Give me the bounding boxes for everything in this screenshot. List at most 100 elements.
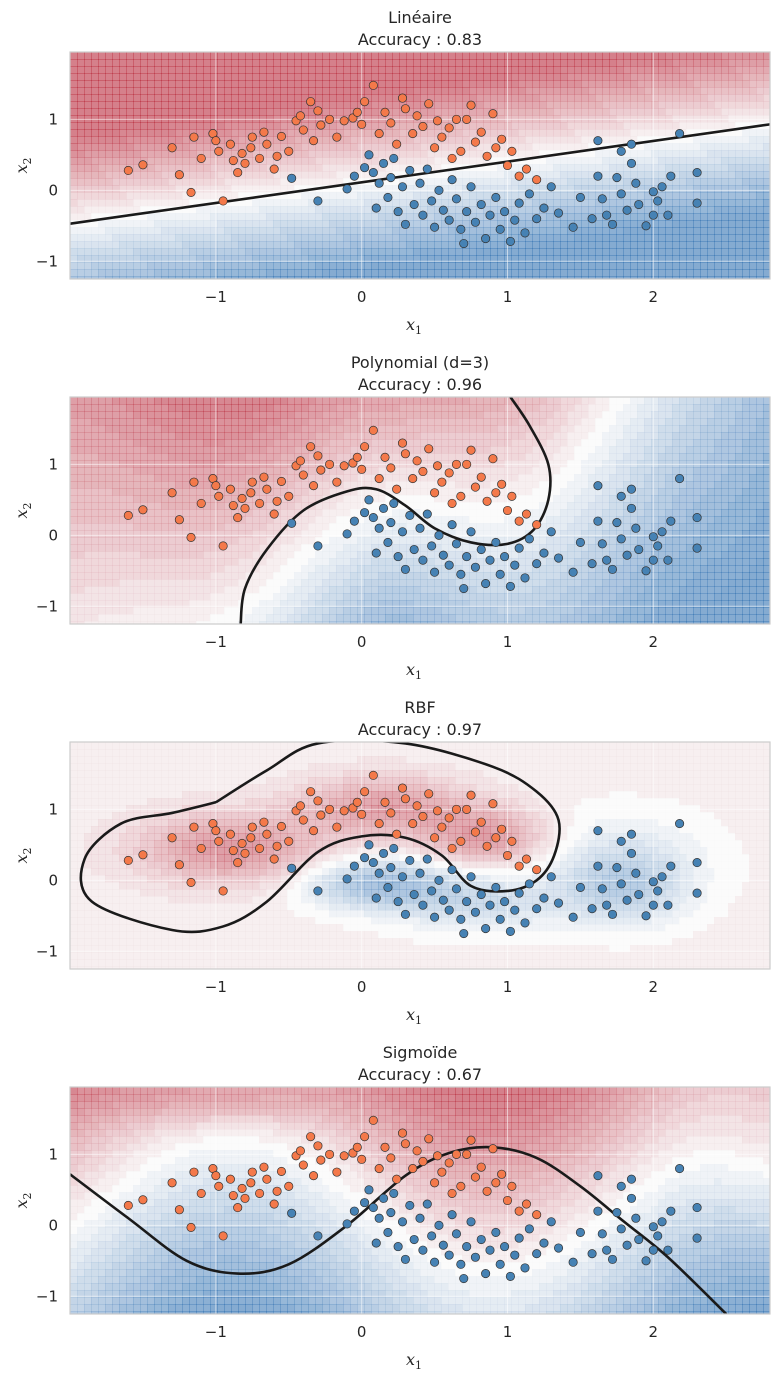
point-class-1 xyxy=(631,1213,641,1223)
x-tick-label: 2 xyxy=(649,978,659,996)
point-class-1 xyxy=(456,914,466,924)
point-class-1 xyxy=(466,1217,476,1227)
point-class-1 xyxy=(602,1245,612,1255)
point-class-1 xyxy=(349,1206,359,1216)
point-class-0 xyxy=(246,1178,256,1188)
point-class-1 xyxy=(470,217,480,227)
y-axis-label-sub: 2 xyxy=(21,847,34,854)
point-class-0 xyxy=(306,1132,316,1142)
point-class-0 xyxy=(339,806,349,816)
point-class-1 xyxy=(462,1242,472,1252)
point-class-0 xyxy=(214,146,224,156)
point-class-1 xyxy=(444,905,454,915)
point-class-1 xyxy=(587,904,597,914)
point-class-0 xyxy=(237,148,247,158)
y-tick-label: −1 xyxy=(36,1287,58,1305)
x-tick-label: 1 xyxy=(503,978,513,996)
point-class-1 xyxy=(430,912,440,922)
y-tick-label: −1 xyxy=(36,942,58,960)
point-class-0 xyxy=(246,143,256,153)
point-class-0 xyxy=(502,850,513,861)
point-class-1 xyxy=(602,555,612,565)
point-class-1 xyxy=(313,541,323,551)
point-class-1 xyxy=(371,203,381,213)
point-class-0 xyxy=(418,1156,428,1167)
point-class-0 xyxy=(451,114,462,124)
point-class-1 xyxy=(430,222,440,232)
point-class-0 xyxy=(521,509,532,519)
point-class-1 xyxy=(616,534,626,544)
point-class-1 xyxy=(546,182,556,192)
point-class-1 xyxy=(386,518,396,528)
decision-field xyxy=(70,1087,770,1314)
point-class-0 xyxy=(313,796,323,806)
point-class-0 xyxy=(196,153,206,163)
x-axis-label-main: x xyxy=(406,1350,415,1369)
point-class-1 xyxy=(495,224,505,234)
point-class-1 xyxy=(593,861,603,871)
point-class-1 xyxy=(418,1245,428,1255)
point-class-1 xyxy=(648,210,658,220)
point-class-0 xyxy=(332,822,342,832)
point-class-1 xyxy=(575,1227,585,1237)
point-class-0 xyxy=(476,1162,486,1172)
point-class-1 xyxy=(389,843,399,853)
point-class-1 xyxy=(313,886,323,896)
point-class-0 xyxy=(462,1149,472,1159)
point-class-0 xyxy=(451,1149,462,1159)
point-class-1 xyxy=(587,1249,597,1259)
point-class-1 xyxy=(393,1242,403,1252)
x-tick-label: 2 xyxy=(649,633,659,651)
point-class-0 xyxy=(167,143,177,153)
point-class-0 xyxy=(386,808,396,818)
x-axis-label-main: x xyxy=(406,315,415,334)
point-class-0 xyxy=(225,484,235,494)
point-class-1 xyxy=(459,238,469,249)
point-class-0 xyxy=(247,1167,257,1177)
point-class-0 xyxy=(444,813,454,823)
point-class-1 xyxy=(360,508,370,518)
point-class-0 xyxy=(237,1183,247,1193)
y-tick-label: 1 xyxy=(48,110,58,128)
point-class-0 xyxy=(470,482,480,492)
point-class-1 xyxy=(444,215,454,225)
y-axis-label: x2 xyxy=(12,157,34,173)
point-class-0 xyxy=(437,822,447,832)
point-class-0 xyxy=(308,481,319,491)
point-class-0 xyxy=(218,1231,228,1241)
point-class-0 xyxy=(418,466,428,477)
point-class-1 xyxy=(648,877,658,887)
point-class-0 xyxy=(357,809,367,819)
point-class-0 xyxy=(272,1186,282,1196)
point-class-0 xyxy=(295,111,305,121)
point-class-0 xyxy=(352,1142,362,1152)
point-class-1 xyxy=(612,173,622,183)
point-class-0 xyxy=(488,1144,498,1154)
point-class-1 xyxy=(692,1233,702,1243)
point-class-1 xyxy=(393,552,403,562)
point-class-0 xyxy=(514,1206,524,1216)
point-class-1 xyxy=(539,893,549,903)
point-class-0 xyxy=(332,1167,342,1177)
point-class-0 xyxy=(430,488,440,498)
point-class-0 xyxy=(412,801,422,811)
point-class-1 xyxy=(415,868,425,878)
x-tick-label: −1 xyxy=(205,633,227,651)
point-class-1 xyxy=(692,513,702,523)
point-class-1 xyxy=(626,503,637,513)
x-tick-label: 1 xyxy=(503,288,513,306)
point-class-1 xyxy=(400,564,410,574)
point-class-1 xyxy=(427,886,437,896)
point-class-0 xyxy=(237,493,247,503)
point-class-0 xyxy=(255,1188,265,1198)
point-class-0 xyxy=(174,860,184,870)
point-class-0 xyxy=(298,1160,308,1170)
y-axis-label-main: x xyxy=(12,164,31,173)
point-class-0 xyxy=(502,160,513,171)
point-class-1 xyxy=(631,868,641,878)
scatter-points xyxy=(123,1115,702,1284)
decision-field xyxy=(70,742,770,969)
x-tick-label: 0 xyxy=(357,633,367,651)
point-class-0 xyxy=(400,104,410,114)
